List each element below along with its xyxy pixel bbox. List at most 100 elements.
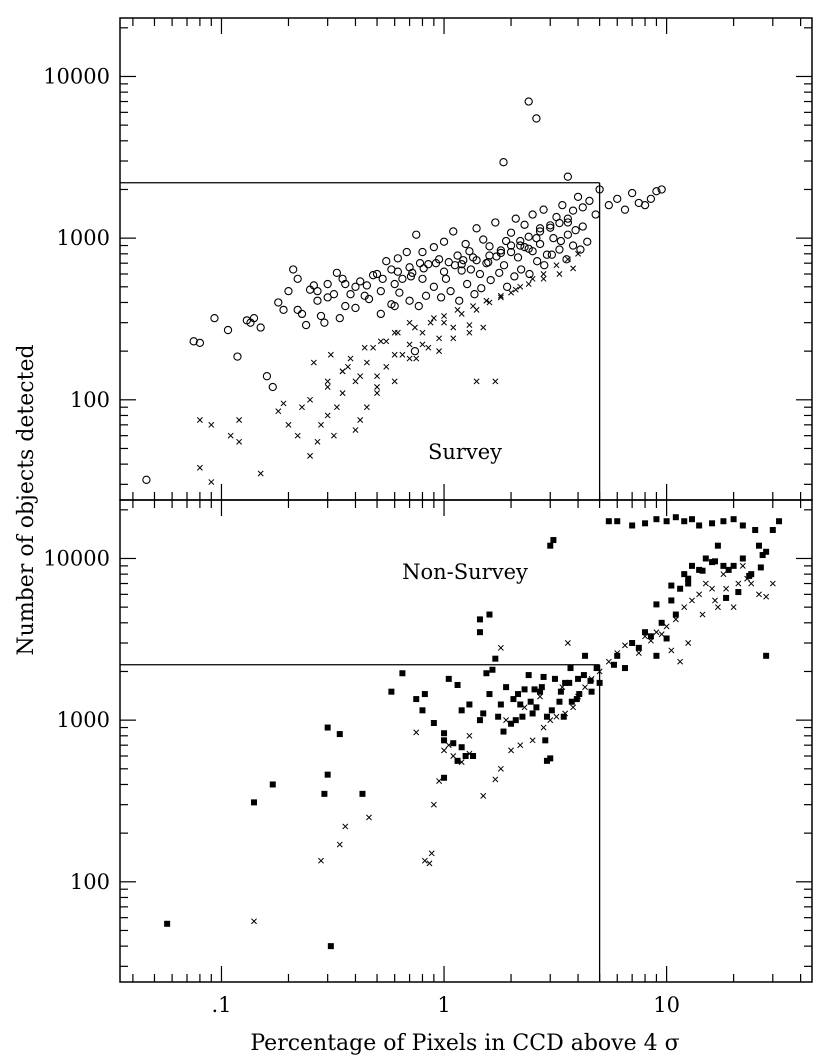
data-point-square xyxy=(696,566,703,573)
data-point-cross xyxy=(399,351,406,358)
data-point-circle xyxy=(262,372,272,381)
data-point-circle xyxy=(549,233,558,243)
data-point-circle xyxy=(268,382,277,392)
data-point-circle xyxy=(591,210,600,219)
data-point-square xyxy=(566,679,573,686)
data-point-cross xyxy=(714,604,721,611)
data-point-cross xyxy=(769,580,776,587)
data-point-cross xyxy=(419,329,426,336)
data-point-circle xyxy=(279,305,288,315)
data-point-circle xyxy=(585,196,594,206)
data-point-cross xyxy=(383,338,390,345)
data-point-square xyxy=(763,652,770,659)
data-point-square xyxy=(503,684,510,691)
data-point-square xyxy=(441,730,448,737)
data-point-cross xyxy=(672,616,679,623)
data-point-circle xyxy=(525,269,534,279)
data-point-cross xyxy=(374,373,380,380)
data-point-square xyxy=(527,698,534,705)
data-point-circle xyxy=(405,296,414,305)
data-point-square xyxy=(776,518,783,525)
data-point-circle xyxy=(524,232,533,241)
data-point-square xyxy=(480,710,487,717)
data-point-circle xyxy=(595,185,604,194)
data-point-cross xyxy=(318,857,324,864)
data-point-square xyxy=(681,571,688,578)
data-point-circle xyxy=(341,279,350,289)
data-point-cross xyxy=(411,324,418,331)
data-point-circle xyxy=(356,277,365,286)
data-point-cross xyxy=(653,629,660,636)
data-point-cross xyxy=(310,359,317,366)
data-point-square xyxy=(562,679,569,686)
data-point-circle xyxy=(429,282,439,291)
data-point-cross xyxy=(342,823,349,830)
data-point-square xyxy=(681,518,688,525)
data-point-square xyxy=(653,516,660,523)
data-point-square xyxy=(642,520,649,527)
data-point-circle xyxy=(309,281,318,290)
data-point-circle xyxy=(305,285,315,294)
data-point-circle xyxy=(620,205,630,214)
data-point-circle xyxy=(535,239,545,249)
data-point-circle xyxy=(351,282,360,291)
data-point-circle xyxy=(418,247,427,257)
data-point-cross xyxy=(436,335,443,342)
data-point-cross xyxy=(492,776,499,783)
data-point-cross xyxy=(614,650,621,657)
data-point-square xyxy=(557,688,564,695)
non-survey-panel: 100 1000 10000 xyxy=(43,499,813,983)
data-point-cross xyxy=(421,857,428,864)
data-point-cross xyxy=(344,363,351,370)
data-point-cross xyxy=(735,580,742,587)
data-point-square xyxy=(605,518,612,525)
data-point-circle xyxy=(142,475,151,484)
data-point-circle xyxy=(652,187,661,196)
data-point-cross xyxy=(647,637,654,644)
x-tick-label: .1 xyxy=(211,993,231,1017)
data-point-square xyxy=(677,585,684,592)
data-point-circle xyxy=(568,206,578,215)
data-point-circle xyxy=(284,287,293,296)
data-point-circle xyxy=(542,250,552,259)
data-point-circle xyxy=(424,260,433,269)
data-point-cross xyxy=(696,591,703,598)
data-point-cross xyxy=(324,378,331,385)
data-point-circle xyxy=(210,313,219,323)
data-point-cross xyxy=(483,297,490,304)
data-point-square xyxy=(454,681,461,688)
data-point-square xyxy=(712,558,719,565)
survey-panel: 100 1000 10000 xyxy=(43,17,813,501)
data-point-cross xyxy=(436,348,443,355)
data-point-cross xyxy=(361,344,368,351)
data-point-circle xyxy=(398,274,407,283)
data-point-square xyxy=(593,665,600,672)
data-point-cross xyxy=(739,562,746,569)
data-point-square xyxy=(567,665,574,672)
data-point-cross xyxy=(702,580,709,587)
data-point-square xyxy=(519,713,526,720)
y-axis-title: Number of objects detected xyxy=(14,344,39,655)
data-point-square xyxy=(547,542,554,549)
data-point-cross xyxy=(486,299,493,306)
data-point-cross xyxy=(285,421,292,428)
data-point-cross xyxy=(419,341,426,348)
data-point-cross xyxy=(425,344,432,351)
data-point-cross xyxy=(208,479,215,485)
data-point-circle xyxy=(323,279,332,289)
data-point-cross xyxy=(748,580,755,587)
panel-frame xyxy=(119,499,813,983)
data-point-square xyxy=(688,516,695,523)
data-point-cross xyxy=(466,750,473,757)
data-point-circle xyxy=(546,221,555,230)
data-point-circle xyxy=(301,320,311,330)
data-point-circle xyxy=(382,257,391,266)
data-point-cross xyxy=(450,753,457,759)
data-point-cross xyxy=(441,313,447,319)
y-tick-label: 100 xyxy=(70,388,110,412)
data-point-square xyxy=(663,635,670,642)
data-point-square xyxy=(739,555,746,562)
data-point-cross xyxy=(196,417,203,423)
data-point-cross xyxy=(227,432,234,439)
data-point-cross xyxy=(374,390,380,397)
